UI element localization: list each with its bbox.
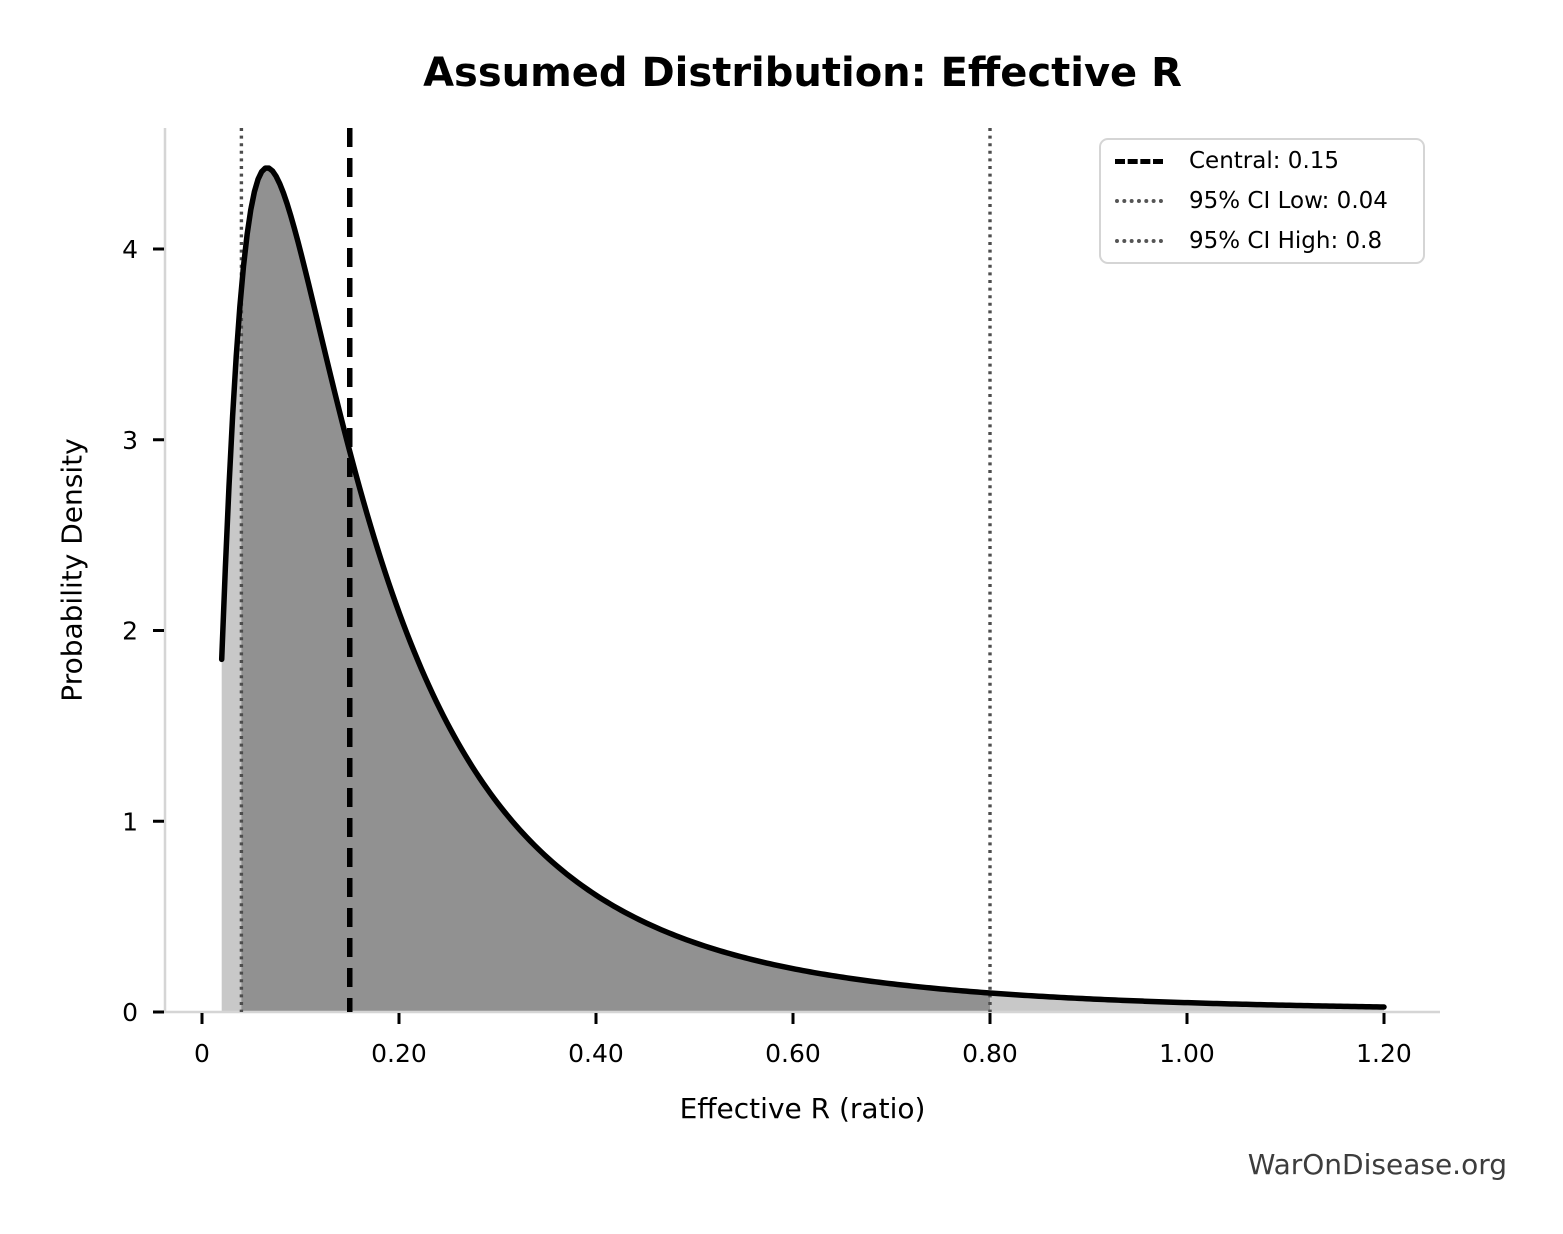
x-axis-label: Effective R (ratio)	[679, 1092, 926, 1125]
y-tick-label: 1	[122, 807, 138, 836]
dashed-line-sample	[1115, 158, 1163, 164]
x-tick-label: 0.20	[371, 1039, 427, 1068]
legend-item-central: Central: 0.15	[1101, 142, 1423, 180]
y-tick-label: 0	[122, 998, 138, 1027]
legend-label-central: Central: 0.15	[1189, 148, 1340, 174]
dotted-line-sample	[1115, 199, 1163, 203]
legend-item-ci-low: 95% CI Low: 0.04	[1101, 182, 1423, 220]
legend-label-ci-low: 95% CI Low: 0.04	[1189, 188, 1388, 214]
chart-title: Assumed Distribution: Effective R	[423, 50, 1182, 96]
x-tick-label: 0	[194, 1039, 210, 1068]
legend: Central: 0.15 95% CI Low: 0.04 95% CI Hi…	[1099, 138, 1425, 264]
y-tick-label: 2	[122, 617, 138, 646]
ci-fill-inner	[241, 167, 990, 1013]
y-axis-label: Probability Density	[55, 438, 89, 702]
legend-label-ci-high: 95% CI High: 0.8	[1189, 228, 1383, 254]
x-tick-label: 1.00	[1159, 1039, 1215, 1068]
y-tick-label: 3	[122, 426, 138, 455]
watermark: WarOnDisease.org	[1247, 1148, 1507, 1181]
x-tick-label: 0.80	[962, 1039, 1018, 1068]
y-tick-label: 4	[122, 235, 138, 264]
x-tick-label: 0.60	[765, 1039, 821, 1068]
axis-spines	[163, 128, 1440, 1014]
legend-item-ci-high: 95% CI High: 0.8	[1101, 222, 1423, 260]
dotted-line-sample	[1115, 239, 1163, 243]
density-curve	[218, 165, 1387, 1010]
x-tick-label: 1.20	[1356, 1039, 1412, 1068]
x-tick-label: 0.40	[568, 1039, 624, 1068]
